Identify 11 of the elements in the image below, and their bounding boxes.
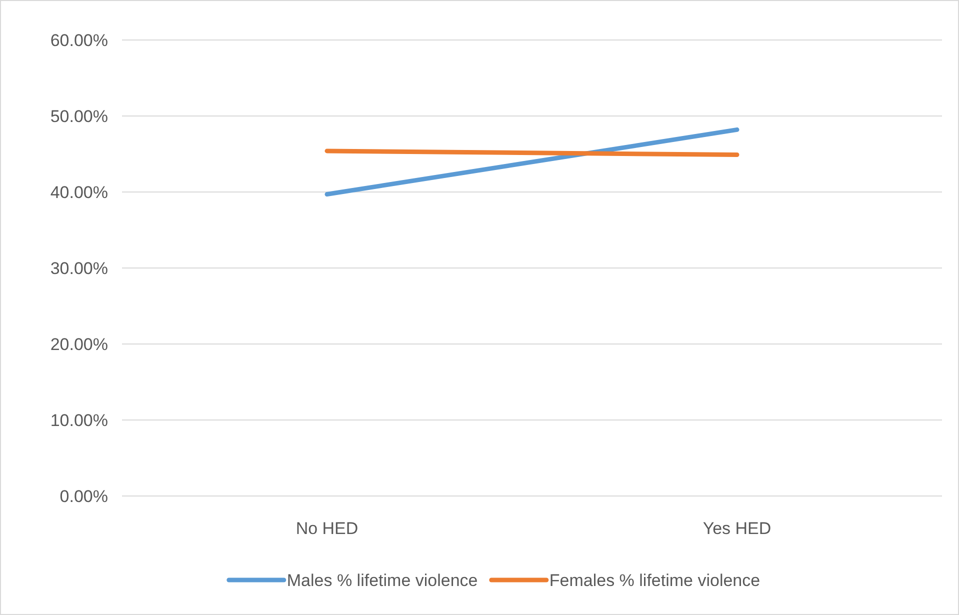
x-tick-label: Yes HED: [702, 519, 772, 538]
y-tick-label: 20.00%: [50, 334, 108, 354]
legend-label: Females % lifetime violence: [549, 570, 760, 590]
y-tick-label: 0.00%: [60, 486, 108, 506]
x-tick-label: No HED: [296, 519, 358, 538]
y-tick-label: 50.00%: [50, 106, 108, 126]
y-tick-label: 10.00%: [50, 410, 108, 430]
legend-label: Males % lifetime violence: [286, 570, 478, 590]
y-tick-label: 40.00%: [50, 182, 108, 202]
y-tick-label: 30.00%: [50, 258, 108, 278]
y-tick-label: 60.00%: [50, 30, 108, 50]
